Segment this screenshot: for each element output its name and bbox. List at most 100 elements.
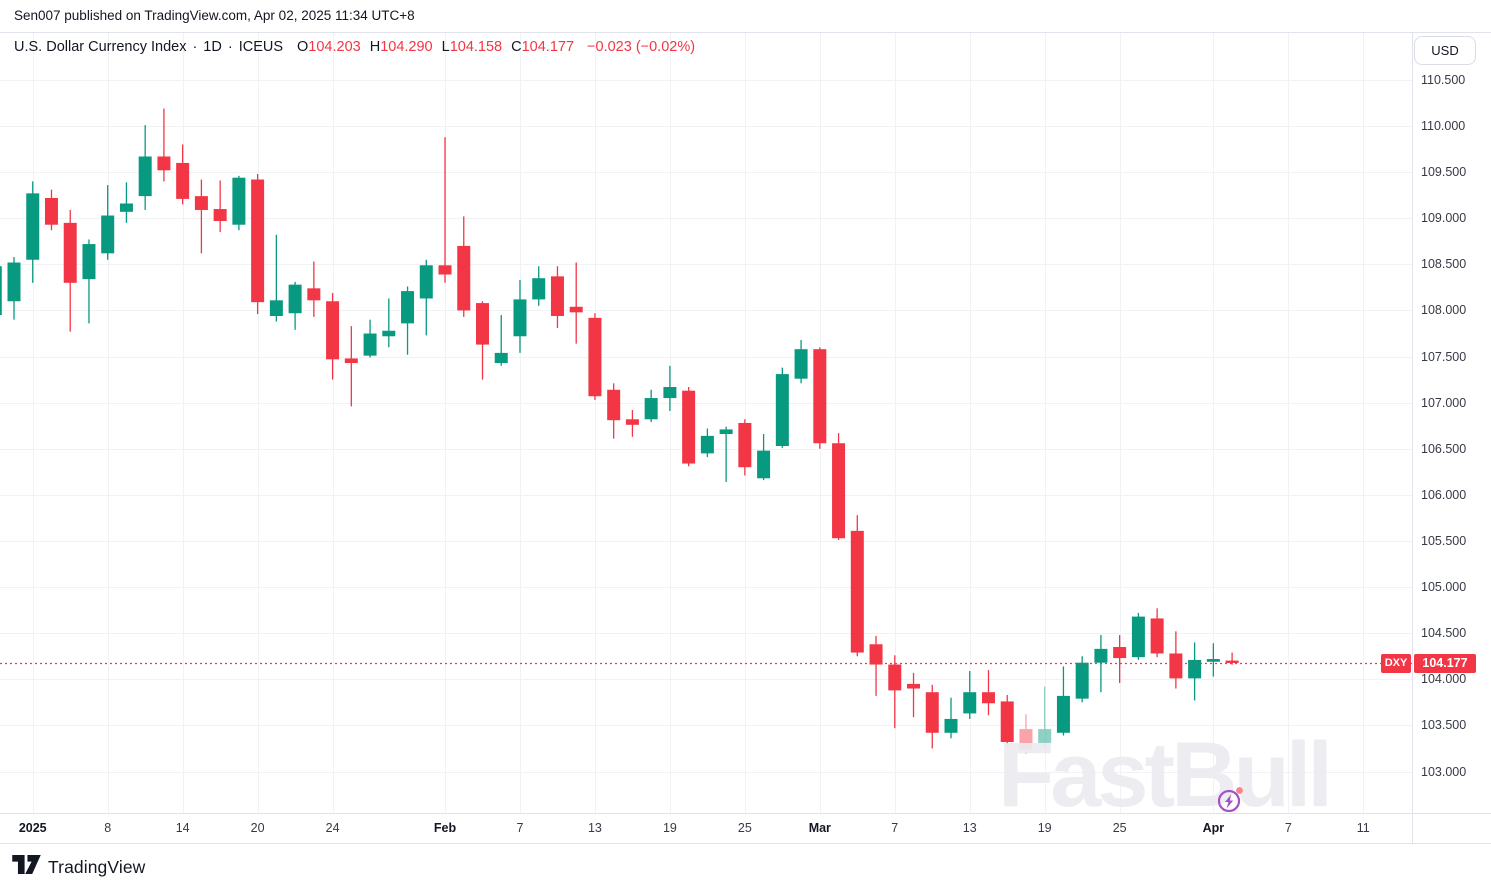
candle-jan-20[interactable] — [251, 174, 265, 315]
candle-mar-10[interactable] — [907, 672, 921, 718]
candle-mar-4[interactable] — [832, 433, 846, 541]
candle-jan-23[interactable] — [307, 261, 321, 317]
candle-body — [26, 193, 40, 260]
candle-jan-2[interactable] — [26, 181, 40, 283]
candle-body — [1188, 659, 1202, 679]
separator-dot: · — [227, 39, 233, 55]
currency-toggle-button[interactable]: USD — [1414, 36, 1476, 65]
candle-feb-20[interactable] — [682, 387, 696, 467]
candle-feb-5[interactable] — [476, 301, 489, 380]
candle-feb-7[interactable] — [513, 280, 527, 353]
time-axis-label: 7 — [516, 821, 524, 835]
candle-mar-21[interactable] — [1075, 656, 1089, 703]
candle-mar-17[interactable] — [1000, 694, 1014, 745]
candle-body — [63, 222, 77, 283]
price-axis-label: 104.500 — [1421, 626, 1467, 641]
candle-feb-17[interactable] — [625, 410, 639, 437]
candle-feb-13[interactable] — [588, 313, 602, 400]
candle-body — [7, 262, 21, 302]
candle-body — [269, 300, 283, 316]
candle-mar-20[interactable] — [1056, 666, 1070, 736]
time-axis-label: 20 — [250, 821, 265, 835]
change-value: −0.023 (−0.02%) — [587, 39, 696, 55]
candle-body — [251, 179, 265, 303]
candle-body — [813, 349, 827, 444]
candle-feb-26[interactable] — [757, 434, 771, 481]
candle-mar-25[interactable] — [1113, 635, 1127, 683]
candle-feb-11[interactable] — [550, 266, 564, 328]
candle-feb-10[interactable] — [532, 266, 546, 306]
candle-mar-6[interactable] — [869, 635, 883, 696]
candle-feb-18[interactable] — [644, 389, 658, 423]
candle-mar-13[interactable] — [963, 671, 977, 719]
candle-mar-27[interactable] — [1150, 608, 1164, 658]
candle-jan-27[interactable] — [344, 326, 358, 407]
candle-body — [588, 317, 602, 397]
candle-body — [794, 349, 808, 379]
candle-body — [1094, 648, 1108, 663]
symbol-title[interactable]: U.S. Dollar Currency Index — [14, 39, 187, 55]
candle-feb-24[interactable] — [719, 426, 733, 482]
candle-feb-25[interactable] — [738, 419, 752, 476]
candle-feb-28[interactable] — [794, 339, 808, 384]
candle-body — [1038, 729, 1052, 743]
candle-mar-26[interactable] — [1131, 612, 1145, 660]
candle-jan-10[interactable] — [138, 125, 152, 210]
candle-feb-6[interactable] — [494, 315, 508, 366]
candle-mar-14[interactable] — [981, 670, 995, 716]
candle-jan-30[interactable] — [401, 286, 415, 355]
candle-mar-7[interactable] — [888, 655, 902, 729]
candle-jan-3[interactable] — [44, 189, 58, 231]
candle-dec-31[interactable] — [7, 256, 21, 320]
candle-jan-13[interactable] — [157, 108, 171, 182]
candle-body — [382, 330, 396, 337]
candle-mar-12[interactable] — [944, 697, 958, 739]
candle-feb-19[interactable] — [663, 365, 677, 411]
candle-body — [363, 333, 377, 356]
candle-jan-16[interactable] — [213, 180, 227, 233]
candle-mar-28[interactable] — [1169, 631, 1183, 689]
candle-apr-2[interactable] — [1225, 652, 1239, 665]
open-value: 104.203 — [308, 39, 361, 55]
candle-body — [476, 303, 489, 345]
candle-jan-7[interactable] — [82, 239, 96, 324]
candle-jan-29[interactable] — [382, 298, 396, 348]
candle-jan-28[interactable] — [363, 319, 377, 358]
candle-apr-1[interactable] — [1206, 643, 1220, 677]
candle-jan-24[interactable] — [326, 292, 340, 380]
candle-mar-5[interactable] — [850, 515, 864, 657]
candle-mar-3[interactable] — [813, 347, 827, 449]
candle-jan-22[interactable] — [288, 281, 302, 330]
candle-feb-27[interactable] — [775, 367, 789, 448]
candle-body — [1169, 653, 1183, 679]
candle-body — [963, 692, 977, 714]
candle-mar-19[interactable] — [1038, 686, 1052, 749]
chart-borders — [0, 32, 1491, 844]
candle-mar-18[interactable] — [1019, 714, 1033, 754]
candle-feb-12[interactable] — [569, 262, 583, 344]
candle-mar-11[interactable] — [925, 684, 939, 749]
candle-feb-14[interactable] — [607, 383, 621, 439]
candle-feb-3[interactable] — [438, 137, 452, 283]
time-axis-label: Feb — [433, 821, 457, 835]
candle-jan-17[interactable] — [232, 175, 246, 231]
candle-jan-31[interactable] — [419, 259, 433, 336]
candle-jan-9[interactable] — [119, 182, 133, 223]
price-axis-label: 103.500 — [1421, 718, 1467, 733]
candle-body — [1206, 659, 1220, 662]
candle-jan-6[interactable] — [63, 209, 77, 332]
candle-mar-31[interactable] — [1188, 642, 1202, 701]
candle-body — [907, 683, 921, 689]
candles-layer[interactable] — [0, 108, 1239, 754]
tradingview-logo[interactable]: TradingView — [12, 855, 145, 879]
candle-jan-8[interactable] — [101, 185, 115, 260]
candle-dec-30[interactable] — [0, 257, 2, 322]
candle-jan-21[interactable] — [269, 234, 283, 322]
candle-jan-14[interactable] — [176, 144, 190, 205]
candle-feb-4[interactable] — [457, 216, 471, 317]
low-value: 104.158 — [449, 39, 503, 55]
interval-label[interactable]: 1D — [203, 39, 222, 55]
candle-feb-21[interactable] — [700, 428, 714, 458]
candle-jan-15[interactable] — [194, 179, 208, 254]
